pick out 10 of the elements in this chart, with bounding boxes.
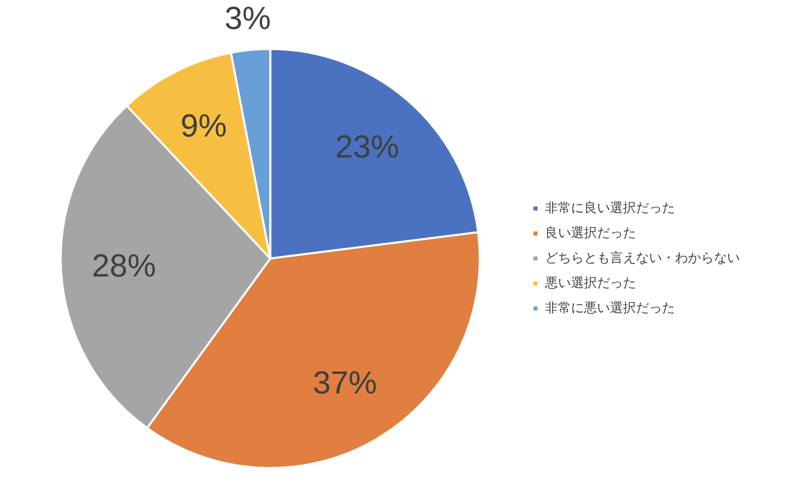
data-label: 3% bbox=[224, 0, 271, 36]
data-label: 37% bbox=[312, 364, 377, 401]
legend-label: 良い選択だった bbox=[545, 226, 636, 241]
data-label: 28% bbox=[92, 248, 156, 284]
legend-label: どちらとも言えない・わからない bbox=[545, 250, 740, 266]
legend-label: 非常に良い選択だった bbox=[545, 200, 675, 216]
legend-label: 非常に悪い選択だった bbox=[545, 300, 675, 316]
data-label: 9% bbox=[180, 108, 227, 144]
legend-label: 悪い選択だった bbox=[544, 276, 636, 291]
data-label: 23% bbox=[335, 128, 400, 164]
